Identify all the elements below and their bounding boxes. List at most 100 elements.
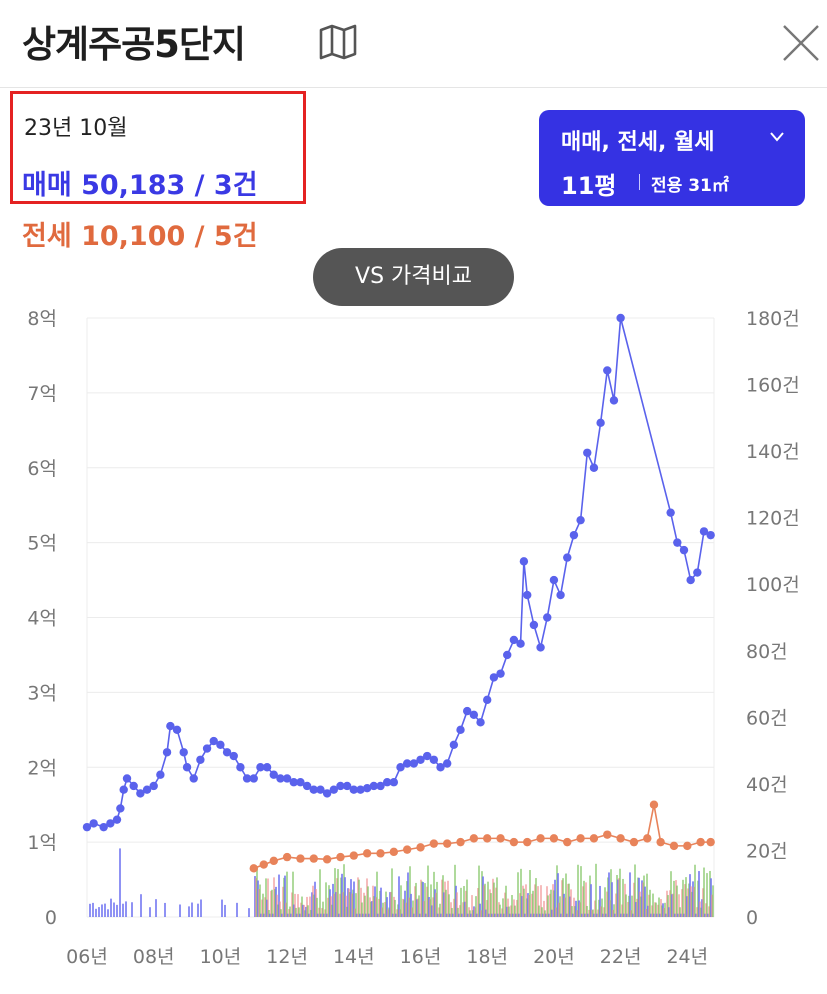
jeonse-volume-bar [294, 893, 296, 917]
sale-volume-bar [590, 884, 592, 917]
jeonse-volume-bar [297, 894, 299, 917]
monthly-volume-bar [280, 909, 282, 917]
monthly-volume-bar [703, 867, 705, 917]
monthly-volume-bar [565, 873, 567, 917]
sale_price-point [536, 643, 545, 652]
monthly-volume-bar [307, 905, 309, 917]
monthly-volume-bar [460, 887, 462, 917]
map-icon[interactable] [318, 24, 358, 60]
jeonse_price-point [416, 843, 425, 852]
sale-volume-bar [611, 882, 613, 917]
jeonse-volume-bar [537, 886, 539, 917]
monthly-volume-bar [394, 899, 396, 917]
sale-volume-bar [188, 906, 190, 917]
monthly-volume-bar [490, 893, 492, 917]
sale-volume-bar [644, 886, 646, 917]
monthly-volume-bar [595, 863, 597, 917]
sale_price-point [362, 784, 372, 793]
sale_price-point [236, 763, 245, 772]
monthly-volume-bar [439, 903, 441, 917]
sale_price-point [469, 710, 479, 720]
jeonse_price-point [509, 837, 519, 847]
sale_price-point [89, 819, 98, 828]
sale_price-point [82, 822, 92, 832]
compare-button[interactable]: VS 가격비교 [313, 248, 514, 306]
jeonse_price-point [683, 841, 692, 851]
monthly-volume-bar [601, 898, 603, 917]
sale_price-point [216, 740, 225, 749]
sale_price-point [196, 755, 205, 764]
sale-volume-bar [698, 871, 700, 917]
monthly-volume-bar [325, 882, 327, 917]
sale_price-point [112, 815, 122, 824]
monthly-volume-bar [529, 870, 531, 917]
x-tick-label: 12년 [266, 946, 308, 968]
sale-volume-bar [140, 894, 142, 917]
sale_price-point [603, 366, 612, 375]
y-left-tick-label: 0 [45, 907, 57, 929]
y-right-tick-label: 120건 [746, 508, 800, 530]
sale_price-point [189, 774, 198, 783]
sale_price-point [666, 508, 675, 517]
monthly-volume-bar [484, 883, 486, 917]
jeonse_price-point [496, 834, 505, 843]
jeonse-volume-bar [471, 895, 473, 917]
jeonse-volume-bar [360, 887, 362, 917]
monthly-volume-bar [658, 897, 660, 917]
monthly-volume-bar [619, 868, 621, 917]
sale-volume-bar [119, 848, 121, 917]
jeonse_price-point [389, 847, 399, 857]
monthly-volume-bar [538, 905, 540, 917]
jeonse_price-point [336, 852, 345, 862]
sale-volume-bar [125, 901, 127, 917]
sale_price-point [316, 785, 325, 794]
monthly-volume-bar [337, 869, 339, 917]
y-right-tick-label: 140건 [746, 441, 800, 463]
y-right-tick-label: 160건 [746, 375, 800, 397]
sale-volume-bar [410, 893, 412, 917]
sale_price-point [229, 751, 238, 761]
sale-volume-bar [278, 874, 280, 917]
sale_price-point [356, 785, 365, 794]
jeonse_price-point [629, 837, 639, 847]
filter-button[interactable]: 매매, 전세, 월세 11평 전용 31㎡ [539, 110, 805, 206]
sale_price-point [543, 613, 552, 622]
x-tick-label: 18년 [466, 946, 508, 968]
header-divider [0, 87, 827, 88]
selected-date: 23년 10월 [24, 116, 128, 141]
x-tick-label: 08년 [133, 946, 175, 968]
sale_price-point [166, 721, 175, 731]
monthly-volume-bar [427, 865, 429, 917]
monthly-volume-bar [412, 900, 414, 917]
close-icon[interactable] [780, 22, 822, 64]
monthly-volume-bar [298, 907, 300, 917]
monthly-volume-bar [409, 866, 411, 917]
monthly-volume-bar [523, 888, 525, 917]
jeonse_price-point [349, 851, 359, 860]
sale_price-point [523, 590, 532, 600]
x-tick-label: 06년 [66, 946, 108, 968]
monthly-volume-bar [316, 897, 318, 917]
x-tick-label: 22년 [600, 946, 642, 968]
sale-volume-bar [236, 902, 238, 917]
jeonse_price-point [563, 837, 572, 847]
jeonse_price-line [253, 804, 711, 870]
monthly-volume-bar [544, 910, 546, 917]
monthly-volume-bar [646, 873, 648, 917]
sale-volume-bar [110, 898, 112, 917]
jeonse_price-point [649, 800, 659, 809]
sale-volume-bar [191, 902, 193, 917]
sale_price-point [142, 785, 152, 794]
sale_price-point [99, 822, 108, 832]
monthly-volume-bar [445, 889, 447, 917]
jeonse-volume-bar [267, 878, 269, 917]
monthly-volume-bar [514, 905, 516, 917]
y-right-tick-label: 80건 [746, 641, 788, 663]
jeonse_price-point [296, 854, 305, 863]
jeonse-volume-bar [540, 885, 542, 917]
monthly-volume-bar [511, 895, 513, 917]
jeonse_price-point [643, 834, 652, 843]
monthly-volume-bar [586, 905, 588, 917]
monthly-volume-bar [496, 877, 498, 917]
monthly-volume-bar [268, 910, 270, 917]
